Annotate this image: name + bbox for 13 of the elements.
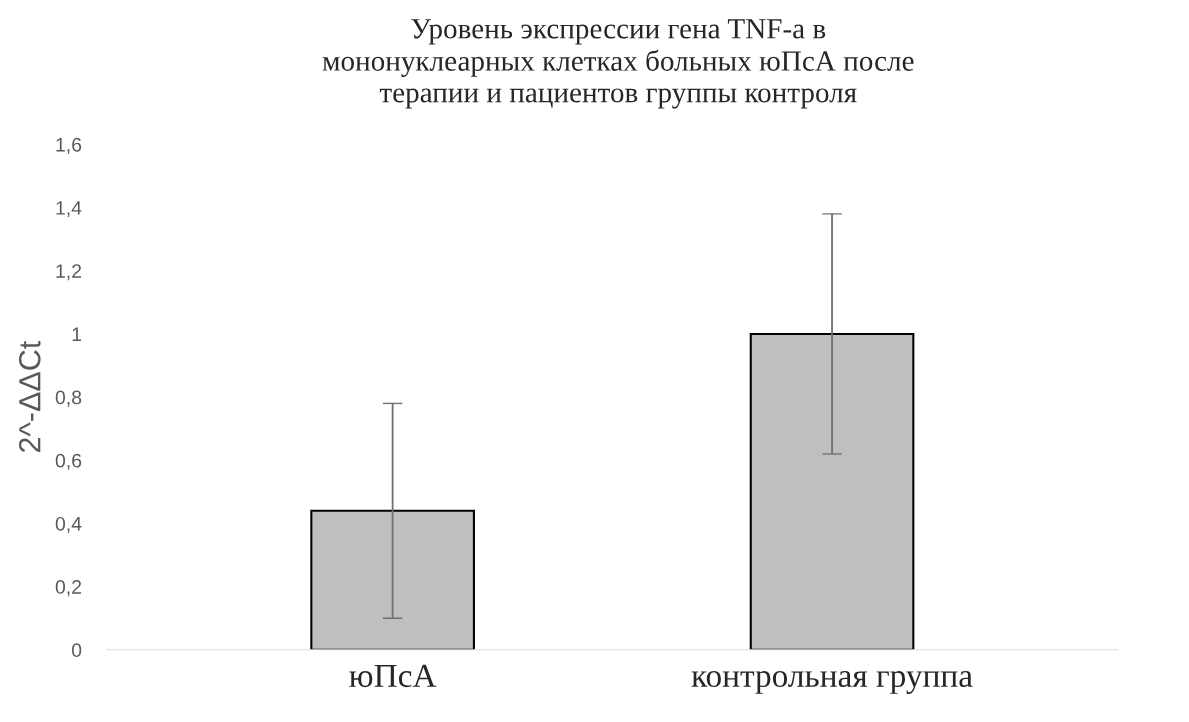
y-tick-label: 0,8 [55, 390, 82, 407]
y-tick-label: 0,2 [55, 580, 82, 597]
y-tick-label: 1,2 [56, 264, 82, 281]
x-tick-label: юПсА [349, 664, 437, 688]
y-tick-label: 1,6 [56, 137, 82, 154]
x-tick-label: контрольная группа [691, 671, 973, 694]
y-tick-label: 0 [71, 643, 82, 658]
y-axis-title: 2^-ΔΔCt [18, 340, 41, 452]
y-tick-label: 0,4 [55, 516, 82, 533]
chart-title: Уровень экспрессии гена TNF-a в мононуклеарных клетках больных юПсА после терапии и пациентов группы контроля [322, 19, 914, 109]
y-tick-label: 1,4 [56, 201, 82, 218]
y-tick-label: 1 [72, 327, 82, 341]
y-tick-label: 0,6 [55, 453, 82, 470]
